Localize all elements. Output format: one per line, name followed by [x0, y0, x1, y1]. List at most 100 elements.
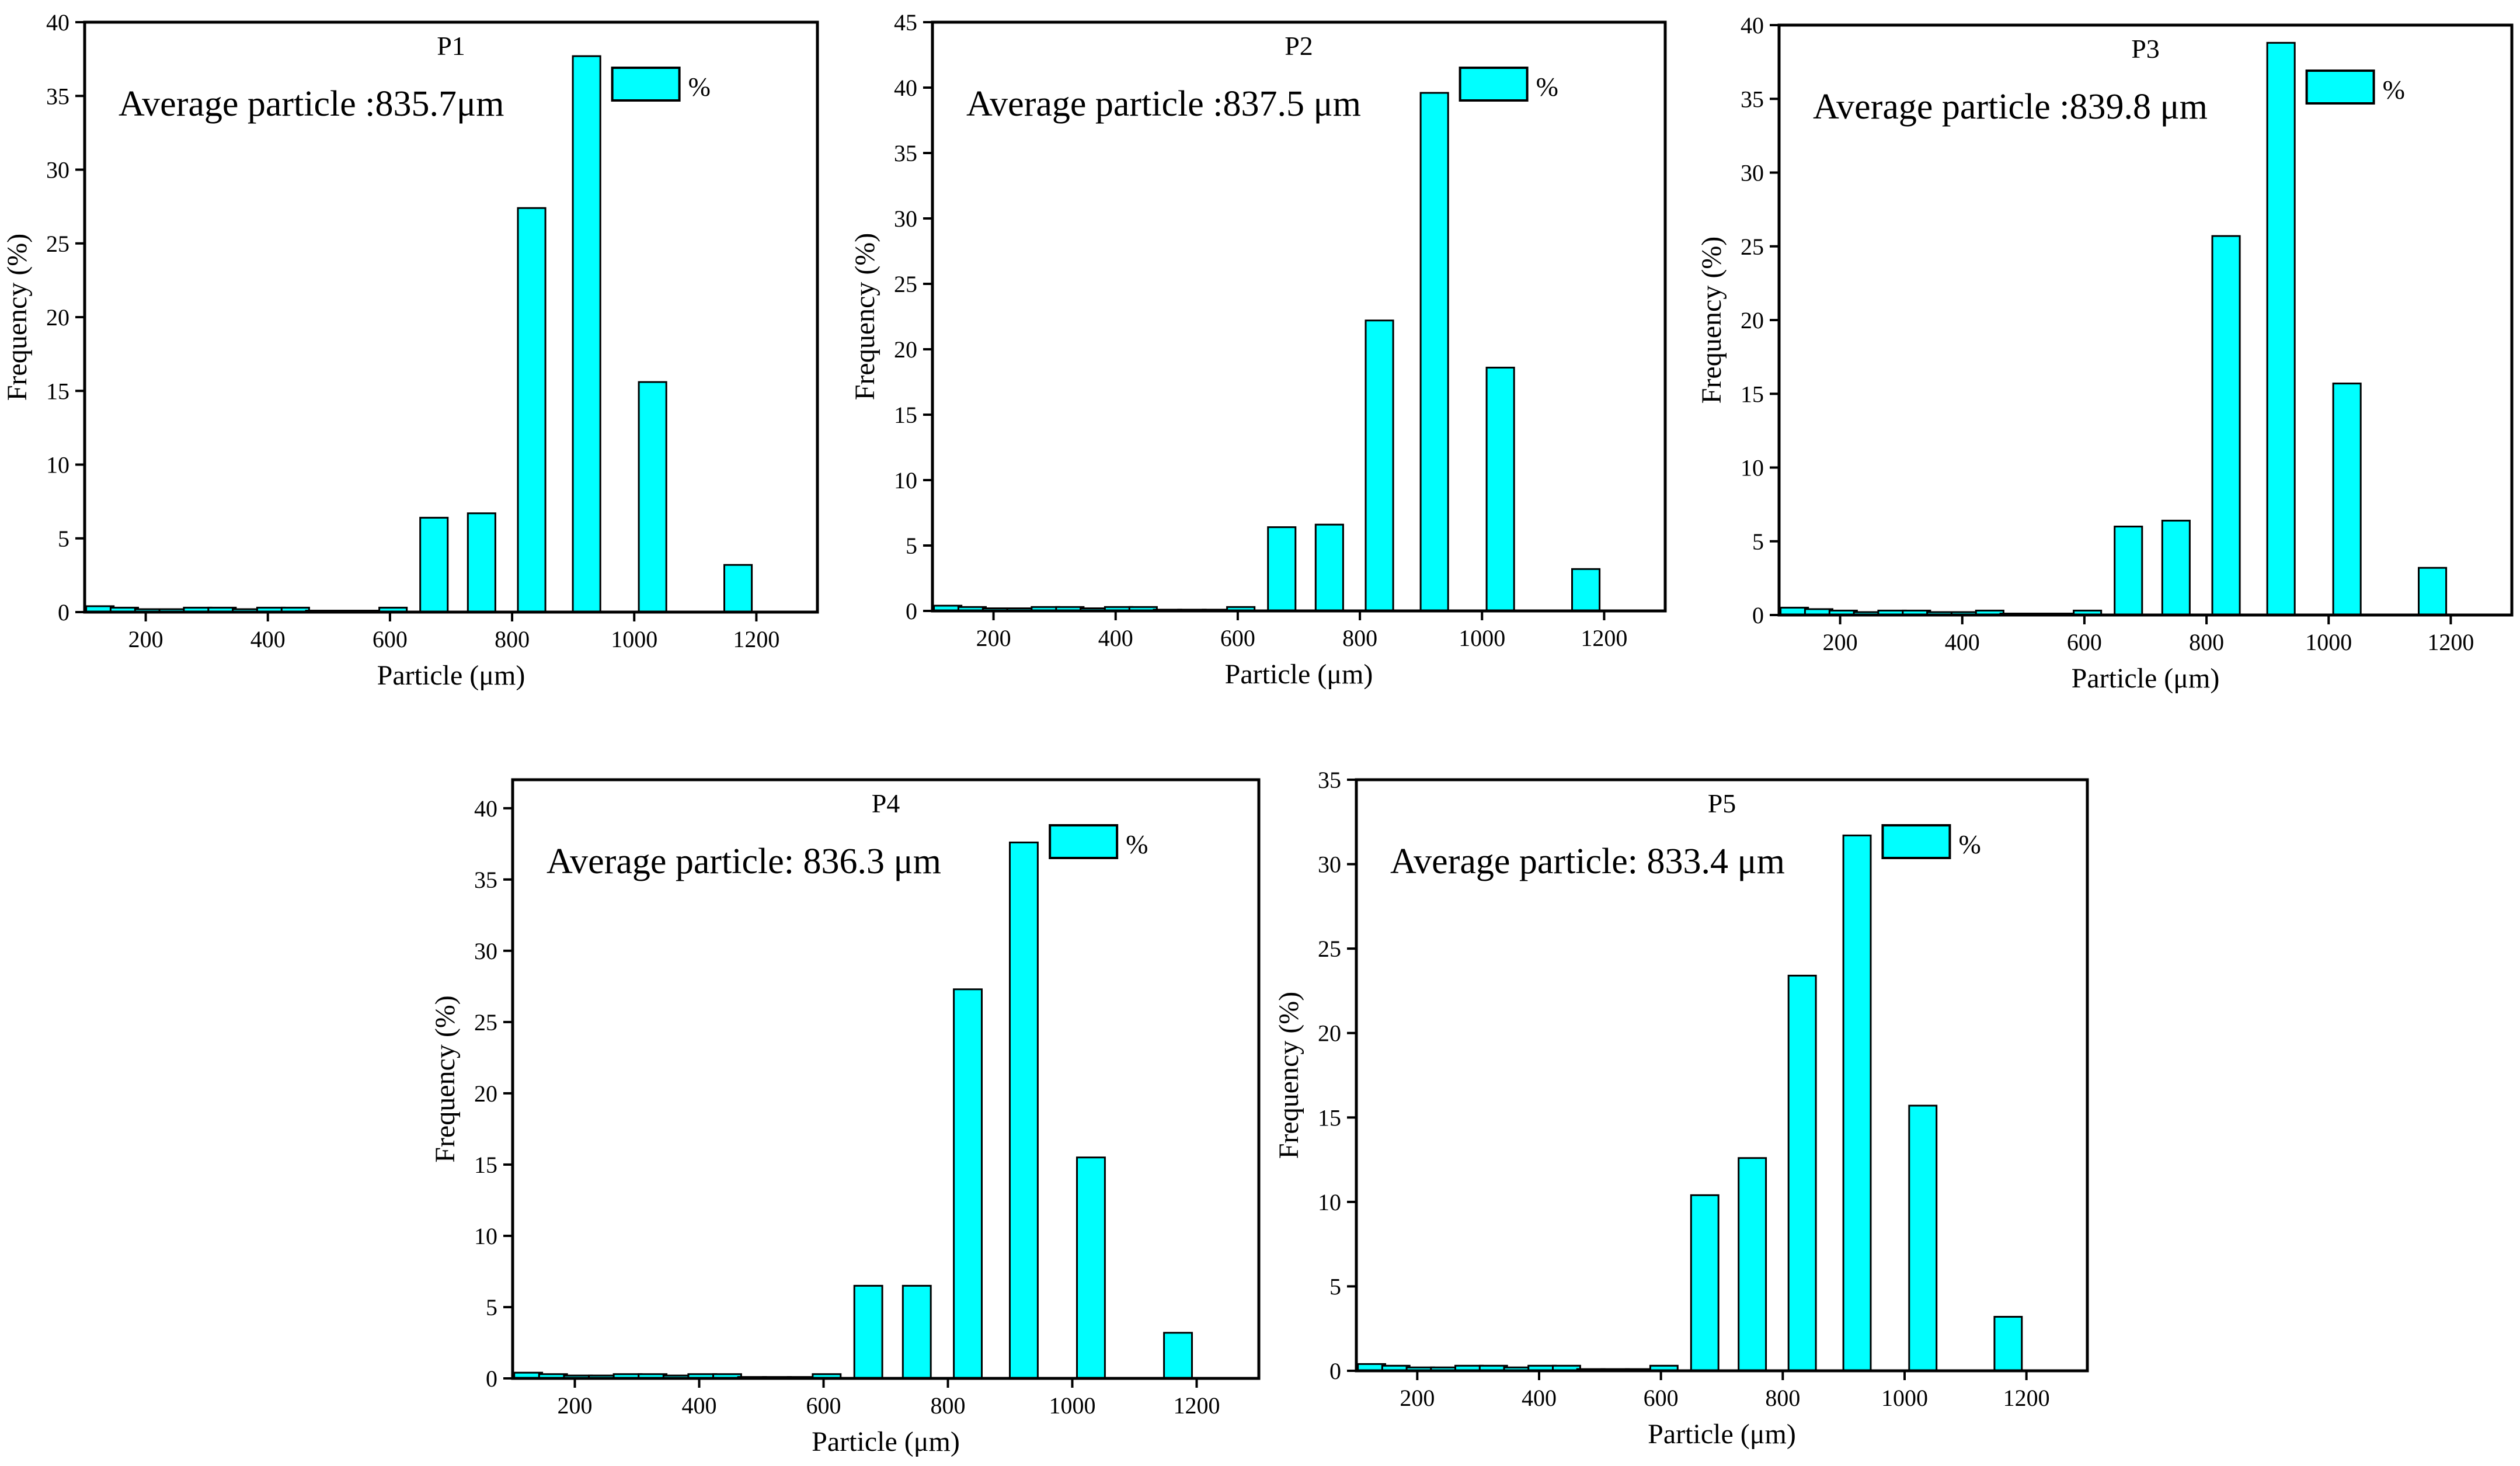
- plot-frame: [511, 778, 1261, 1380]
- x-tick-label: 1000: [1881, 1385, 1928, 1411]
- x-axis-label: Particle (μm): [812, 1426, 960, 1457]
- bar: [1419, 92, 1449, 612]
- x-tick-label: 400: [250, 626, 286, 652]
- y-tick-label: 15: [894, 402, 917, 428]
- x-tick-label: 400: [682, 1392, 717, 1419]
- bar: [1738, 1157, 1767, 1372]
- chart-title: P2: [1285, 31, 1313, 61]
- bar: [2114, 526, 2143, 616]
- x-tick-label: 1200: [733, 626, 779, 652]
- x-axis-label: Particle (μm): [1648, 1419, 1796, 1450]
- chart-panel-p5: 0 5 10 15 20 25 30 35 200 400 600 800 1000 1200 P5 Aver…: [1273, 767, 2089, 1450]
- y-tick-label: 20: [894, 336, 917, 363]
- y-tick-label: 10: [1318, 1189, 1341, 1215]
- y-tick-label: 15: [474, 1152, 497, 1178]
- x-tick-label: 800: [931, 1392, 966, 1419]
- x-tick-label: 800: [1765, 1385, 1800, 1411]
- bar: [1163, 1332, 1193, 1380]
- x-tick-label: 400: [1522, 1385, 1557, 1411]
- y-tick-label: 0: [1752, 602, 1764, 628]
- y-tick-label: 15: [46, 378, 69, 404]
- y-tick-label: 35: [894, 140, 917, 166]
- y-tick-label: 25: [474, 1009, 497, 1036]
- chart-panel-p1: 0 5 10 15 20 25 30 35 40 200 400 600 800 1000 1200 P1 Av…: [2, 9, 819, 691]
- bar: [1076, 1156, 1106, 1380]
- plot-frame: [1355, 778, 2089, 1373]
- y-tick-label: 40: [1741, 12, 1764, 39]
- bar: [1993, 1316, 2023, 1372]
- x-tick-label: 1200: [2427, 629, 2474, 655]
- x-tick-label: 200: [128, 626, 163, 652]
- x-tick-label: 600: [1220, 625, 1255, 651]
- bar: [467, 512, 496, 613]
- bar: [419, 516, 449, 613]
- legend-swatch: [611, 67, 681, 102]
- y-tick-label: 10: [46, 452, 69, 478]
- chart-title: P3: [2131, 34, 2160, 64]
- legend-label: %: [1126, 829, 1148, 859]
- y-tick-label: 20: [1741, 307, 1764, 334]
- bar: [1690, 1194, 1720, 1372]
- x-tick-label: 200: [1823, 629, 1858, 655]
- y-tick-label: 35: [474, 867, 497, 893]
- y-tick-label: 5: [1329, 1273, 1341, 1300]
- legend-label: %: [1958, 829, 1981, 859]
- y-tick-label: 0: [58, 599, 69, 626]
- average-particle-annotation: Average particle: 836.3 μm: [547, 842, 941, 881]
- bar: [2418, 567, 2448, 616]
- y-tick-label: 5: [58, 526, 69, 552]
- y-tick-label: 15: [1741, 381, 1764, 407]
- y-tick-label: 35: [46, 83, 69, 109]
- bar: [853, 1284, 883, 1380]
- y-axis-label: Frequency (%): [1696, 237, 1727, 404]
- y-tick-label: 30: [1741, 160, 1764, 186]
- y-tick-label: 10: [474, 1223, 497, 1249]
- chart-title: P1: [437, 31, 465, 61]
- y-tick-label: 10: [894, 467, 917, 494]
- bar: [1267, 526, 1297, 612]
- y-tick-label: 40: [474, 795, 497, 822]
- chart-panel-p4: 0 5 10 15 20 25 30 35 40 200 400 600 800 1000 1200 P4 Av…: [430, 778, 1261, 1457]
- bar: [1365, 319, 1394, 612]
- y-tick-label: 30: [474, 938, 497, 964]
- bar: [1908, 1104, 1938, 1372]
- x-tick-label: 600: [1644, 1385, 1679, 1411]
- y-tick-label: 25: [1318, 936, 1341, 962]
- y-tick-label: 5: [1752, 529, 1764, 555]
- plot-frame: [931, 20, 1667, 613]
- x-tick-label: 800: [1342, 625, 1377, 651]
- legend-label: %: [688, 72, 711, 102]
- y-tick-label: 25: [1741, 234, 1764, 260]
- average-particle-annotation: Average particle :837.5 μm: [966, 84, 1361, 124]
- y-tick-label: 30: [894, 206, 917, 232]
- x-axis-label: Particle (μm): [377, 660, 525, 691]
- bar: [1485, 366, 1515, 612]
- bar: [902, 1284, 932, 1380]
- x-tick-label: 400: [1098, 625, 1133, 651]
- average-particle-annotation: Average particle :839.8 μm: [1813, 87, 2208, 127]
- legend-swatch: [1881, 824, 1951, 859]
- x-tick-label: 1200: [2003, 1385, 2050, 1411]
- x-axis-label: Particle (μm): [2072, 663, 2220, 694]
- bar: [723, 564, 753, 613]
- x-tick-label: 1000: [1049, 1392, 1096, 1419]
- legend-label: %: [1536, 72, 1558, 102]
- bar: [517, 207, 547, 613]
- x-tick-label: 600: [806, 1392, 841, 1419]
- y-axis-label: Frequency (%): [850, 233, 880, 401]
- bar: [1009, 841, 1039, 1380]
- y-tick-label: 30: [1318, 852, 1341, 878]
- bar: [953, 988, 983, 1380]
- legend-label: %: [2383, 75, 2405, 105]
- y-tick-label: 45: [894, 9, 917, 36]
- y-axis-label: Frequency (%): [1273, 992, 1304, 1159]
- x-tick-label: 200: [976, 625, 1011, 651]
- y-tick-label: 20: [474, 1081, 497, 1107]
- bar: [1787, 974, 1817, 1372]
- chart-panel-p3: 0 5 10 15 20 25 30 35 40 200 400 600 800 1000 1200 P3 Av…: [1696, 12, 2514, 694]
- bar: [2266, 41, 2296, 616]
- y-tick-label: 35: [1318, 767, 1341, 793]
- x-tick-label: 400: [1945, 629, 1980, 655]
- x-tick-label: 1000: [2305, 629, 2352, 655]
